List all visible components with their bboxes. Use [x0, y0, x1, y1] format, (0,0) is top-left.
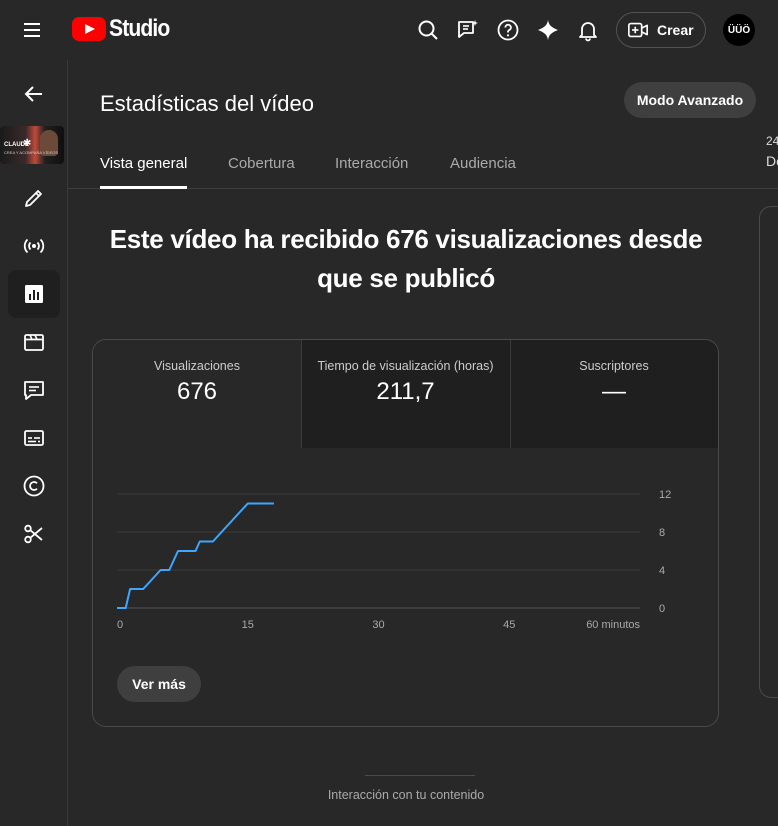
metric-views[interactable]: Visualizaciones 676 — [93, 340, 301, 448]
create-button[interactable]: Crear — [616, 12, 706, 48]
chart-y-tick-label: 8 — [659, 527, 665, 539]
main-content: Estadísticas del vídeo Modo Avanzado 24 … — [68, 60, 778, 826]
analytics-icon[interactable] — [8, 270, 60, 318]
video-clapper-icon[interactable] — [8, 318, 60, 366]
feedback-icon[interactable] — [456, 18, 480, 42]
metric-watch-time-label: Tiempo de visualización (horas) — [317, 359, 494, 373]
left-sidebar: ✱ CLAUDE CREA Y ACOMPAÑA VÍDEOS — [0, 60, 68, 826]
help-icon[interactable] — [496, 18, 520, 42]
back-arrow-icon[interactable] — [8, 70, 60, 118]
see-more-button[interactable]: Ver más — [117, 666, 201, 702]
search-icon[interactable] — [416, 18, 440, 42]
metric-watch-time[interactable]: Tiempo de visualización (horas) 211,7 — [301, 340, 510, 448]
chart-y-tick-label: 12 — [659, 490, 671, 501]
sparkle-icon[interactable] — [536, 18, 560, 42]
subtitles-icon[interactable] — [8, 414, 60, 462]
right-peek-top: 24 — [766, 134, 778, 148]
youtube-studio-logo[interactable]: Studio — [72, 15, 178, 43]
chart-y-tick-label: 0 — [659, 603, 665, 615]
chart-x-tick-label: 0 — [117, 619, 123, 631]
headline: Este vídeo ha recibido 676 visualizacion… — [109, 224, 703, 293]
tab-bar: Vista general Cobertura Interacción Audi… — [68, 148, 778, 189]
page-title: Estadísticas del vídeo — [100, 91, 315, 116]
tab-interaction[interactable]: Interacción — [335, 155, 409, 172]
create-label: Crear — [657, 22, 694, 38]
metric-subscribers[interactable]: Suscriptores — — [510, 340, 718, 448]
avatar[interactable]: ÜÜÖ — [723, 14, 755, 46]
tab-overview[interactable]: Vista general — [100, 155, 188, 189]
metric-watch-time-value: 211,7 — [376, 378, 435, 405]
chart-y-tick-label: 4 — [659, 565, 665, 577]
video-thumbnail[interactable]: ✱ CLAUDE CREA Y ACOMPAÑA VÍDEOS — [0, 126, 64, 164]
metric-subscribers-value: — — [602, 378, 626, 405]
chart-x-tick-label: 15 — [242, 619, 254, 631]
chart-x-tick-label: 45 — [503, 619, 515, 631]
comments-icon[interactable] — [8, 366, 60, 414]
thumbnail-face — [40, 130, 58, 156]
edit-pencil-icon[interactable] — [8, 174, 60, 222]
create-video-icon — [628, 22, 648, 38]
youtube-play-icon — [72, 17, 106, 41]
metric-views-value: 676 — [176, 378, 218, 405]
tab-audience[interactable]: Audiencia — [450, 155, 516, 172]
metric-divider — [301, 340, 302, 448]
metrics-card: Visualizaciones 676 Tiempo de visualizac… — [92, 339, 719, 727]
right-side-panel — [759, 206, 778, 698]
right-peek-bottom: De — [766, 153, 778, 169]
chart-x-tick-label: 60 minutos — [586, 619, 640, 631]
section-title-engagement: Interacción con tu contenido — [327, 788, 485, 802]
scissors-icon[interactable] — [8, 510, 60, 558]
logo-text: Studio — [109, 15, 170, 42]
copyright-icon[interactable] — [8, 462, 60, 510]
views-series-line — [117, 502, 274, 609]
metric-views-label: Visualizaciones — [154, 359, 240, 373]
chart-x-tick-label: 30 — [372, 619, 384, 631]
metric-tabs: Visualizaciones 676 Tiempo de visualizac… — [93, 340, 718, 448]
thumbnail-subtitle: CREA Y ACOMPAÑA VÍDEOS — [4, 150, 59, 155]
tab-coverage[interactable]: Cobertura — [228, 155, 295, 172]
menu-icon[interactable] — [20, 18, 48, 42]
thumbnail-star-icon: ✱ — [23, 138, 32, 149]
metric-divider — [510, 340, 511, 448]
section-divider — [365, 775, 475, 776]
advanced-mode-button[interactable]: Modo Avanzado — [624, 82, 756, 118]
live-broadcast-icon[interactable] — [8, 222, 60, 270]
top-bar: Studio Crear ÜÜÖ — [0, 0, 778, 60]
views-line-chart: 0 4 8 12 0 15 30 45 60 minutos — [117, 490, 671, 631]
bell-icon[interactable] — [576, 18, 600, 42]
thumbnail-title: CLAUDE — [4, 142, 29, 148]
metric-subscribers-label: Suscriptores — [579, 359, 649, 373]
